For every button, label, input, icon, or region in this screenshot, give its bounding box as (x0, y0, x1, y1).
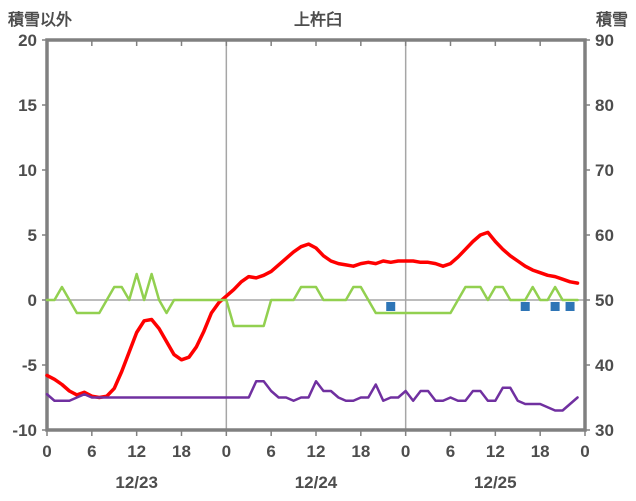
svg-text:0: 0 (222, 442, 231, 461)
svg-text:0: 0 (42, 442, 51, 461)
left-axis-title: 積雪以外 (8, 12, 73, 29)
svg-text:0: 0 (28, 291, 37, 310)
svg-text:-10: -10 (12, 421, 37, 440)
svg-text:80: 80 (595, 96, 614, 115)
svg-text:60: 60 (595, 226, 614, 245)
svg-text:12/25: 12/25 (474, 473, 517, 492)
svg-text:18: 18 (172, 442, 191, 461)
svg-text:15: 15 (18, 96, 37, 115)
svg-text:6: 6 (446, 442, 455, 461)
svg-text:6: 6 (87, 442, 96, 461)
svg-text:12: 12 (307, 442, 326, 461)
svg-text:0: 0 (401, 442, 410, 461)
svg-text:70: 70 (595, 161, 614, 180)
right-axis-title: 積雪 (595, 12, 628, 29)
svg-text:12/24: 12/24 (295, 473, 338, 492)
svg-text:12: 12 (486, 442, 505, 461)
chart-title: 上杵臼 (293, 12, 343, 29)
svg-text:0: 0 (580, 442, 589, 461)
svg-text:90: 90 (595, 31, 614, 50)
svg-text:12: 12 (127, 442, 146, 461)
svg-text:18: 18 (531, 442, 550, 461)
svg-text:20: 20 (18, 31, 37, 50)
svg-text:18: 18 (351, 442, 370, 461)
svg-text:12/23: 12/23 (115, 473, 158, 492)
svg-text:10: 10 (18, 161, 37, 180)
svg-text:-5: -5 (22, 356, 37, 375)
svg-text:5: 5 (28, 226, 37, 245)
svg-text:50: 50 (595, 291, 614, 310)
svg-text:30: 30 (595, 421, 614, 440)
svg-text:40: 40 (595, 356, 614, 375)
svg-text:6: 6 (266, 442, 275, 461)
